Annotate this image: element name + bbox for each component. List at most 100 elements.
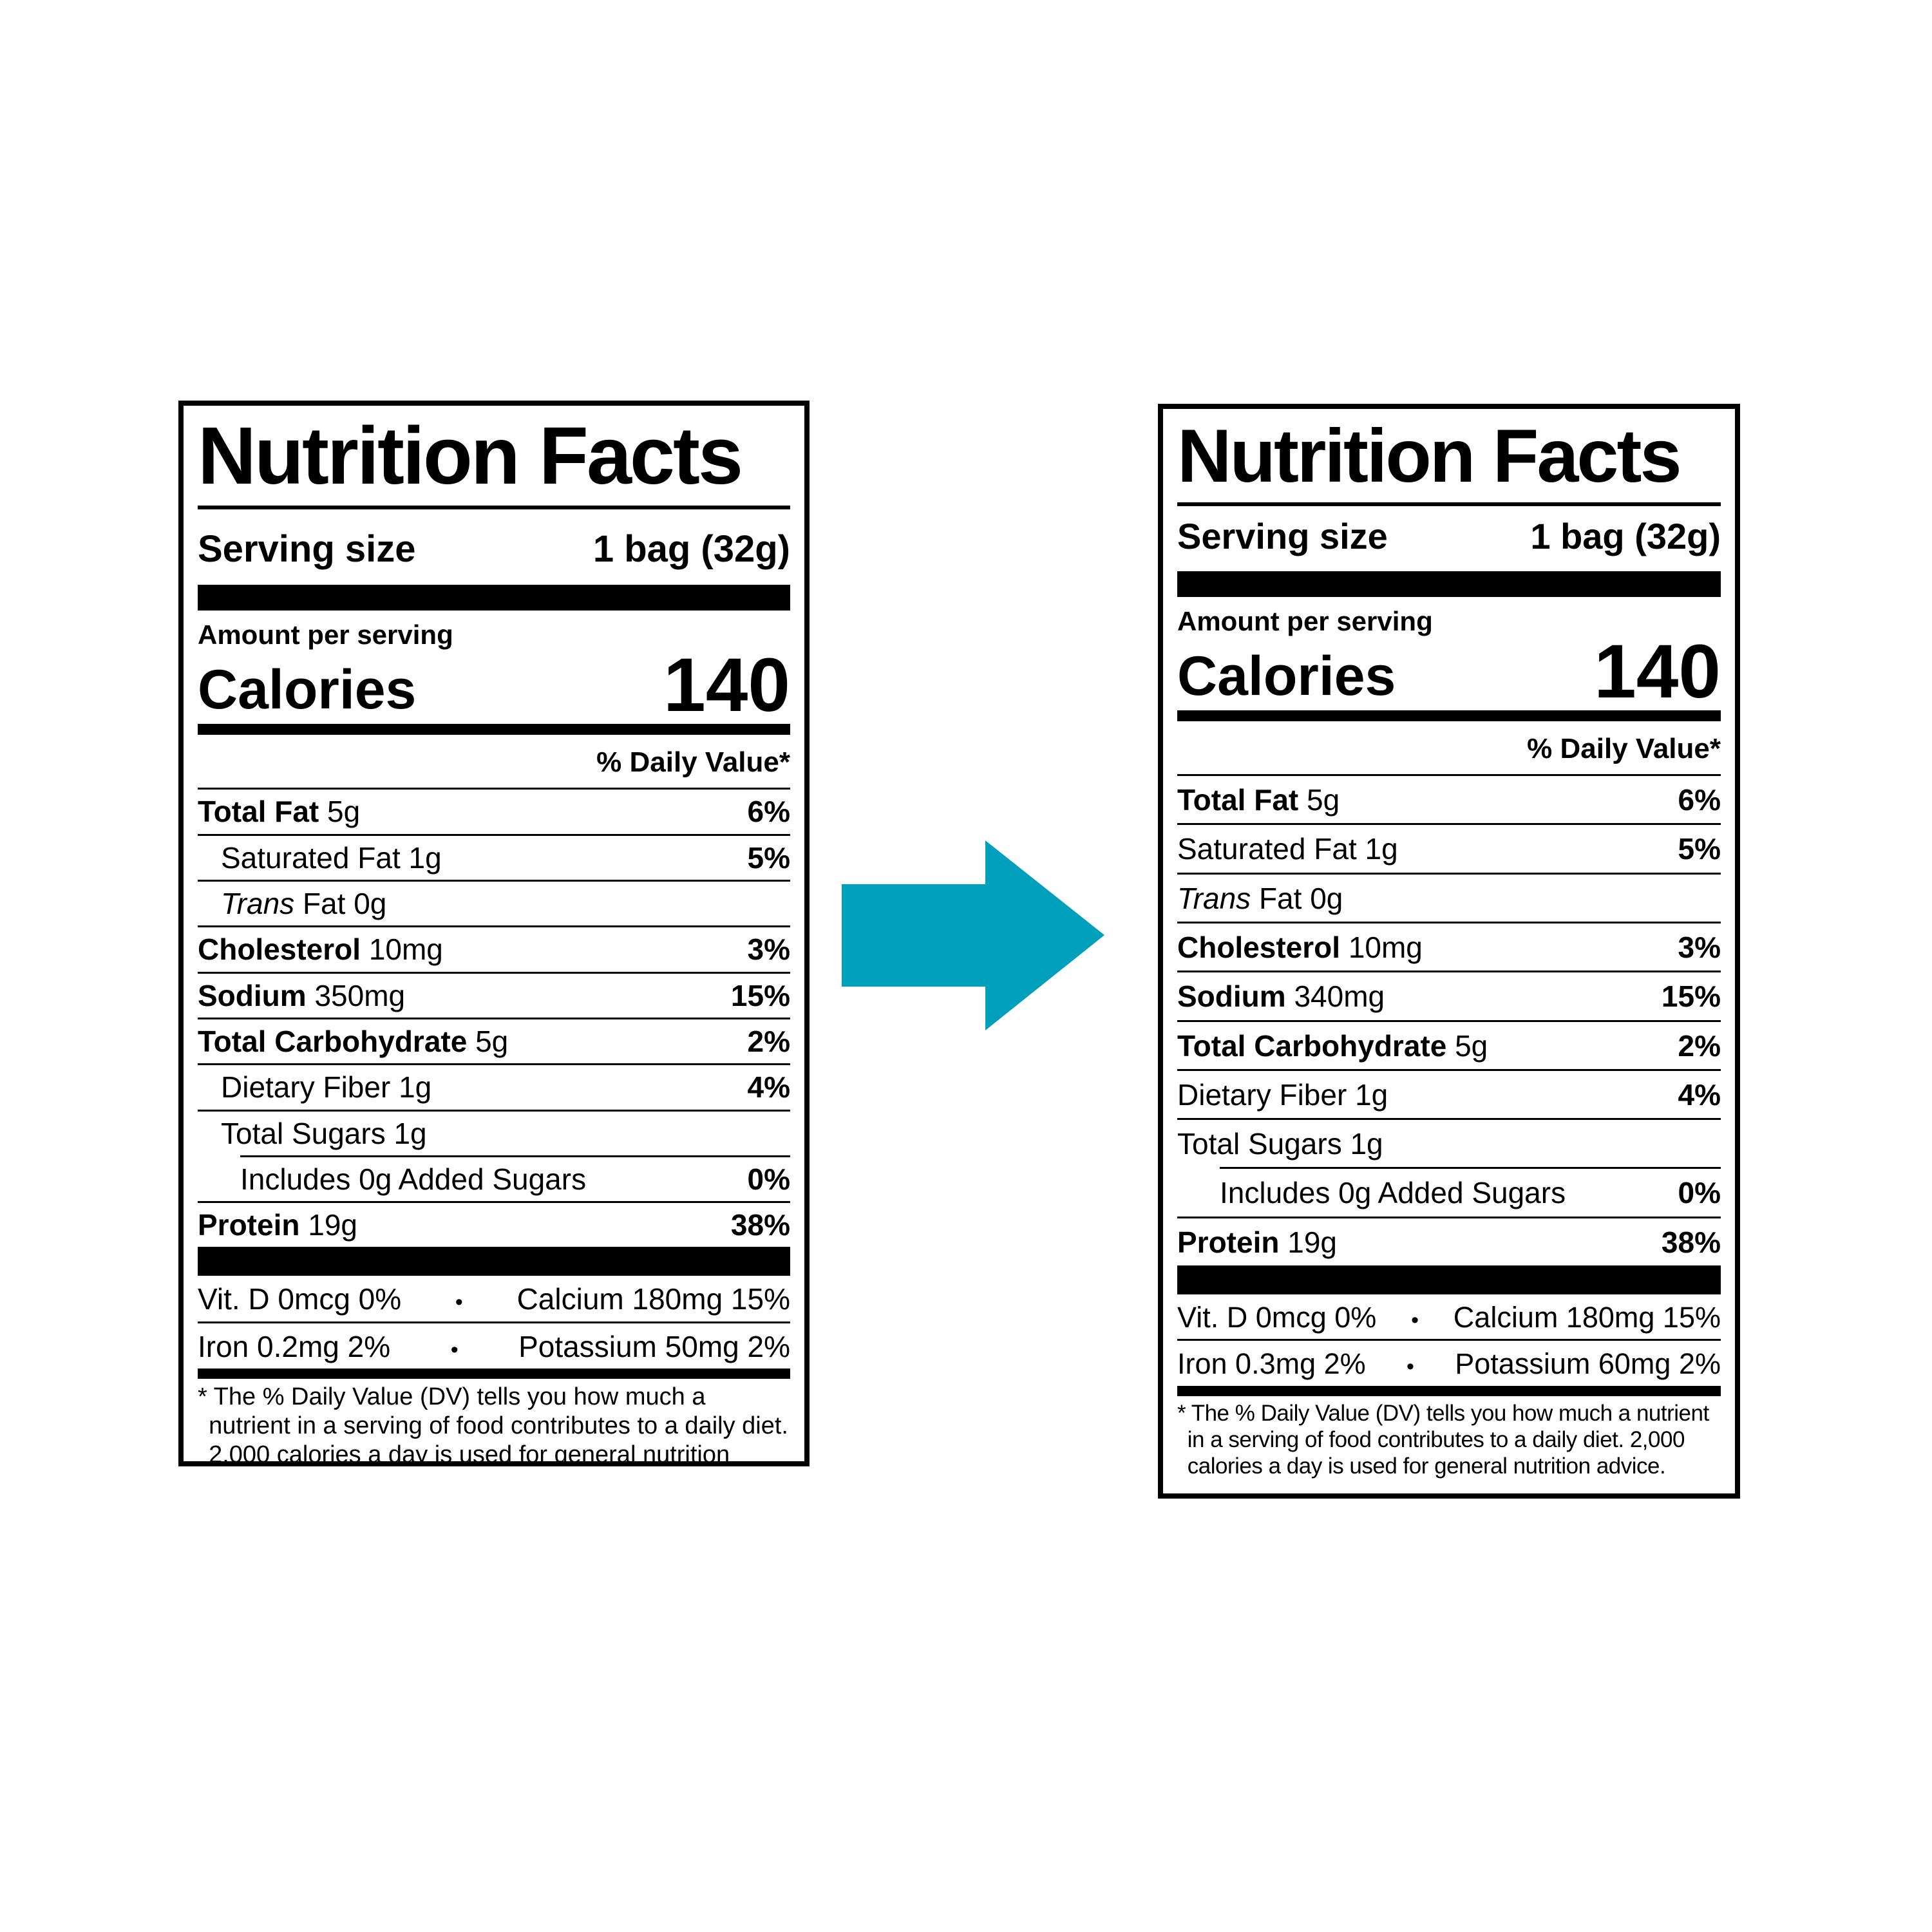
calories-row: Calories 140 bbox=[1177, 634, 1721, 710]
row-iron-potassium: Iron 0.2mg 2% • Potassium 50mg 2% bbox=[198, 1321, 790, 1368]
nutrient-text: Sodium 350mg bbox=[198, 980, 405, 1011]
row-saturated-fat: Saturated Fat 1g 5% bbox=[198, 833, 790, 880]
row-total-carbohydrate: Total Carbohydrate 5g 2% bbox=[1177, 1019, 1721, 1069]
nutrient-amount: Fat 0g bbox=[294, 887, 387, 921]
nutrient-text: Cholesterol 10mg bbox=[198, 934, 443, 965]
thick-divider-bar bbox=[198, 1247, 790, 1276]
row-protein: Protein 19g 38% bbox=[1177, 1216, 1721, 1265]
label-title: Nutrition Facts bbox=[1177, 413, 1682, 498]
daily-value: 6% bbox=[747, 795, 790, 829]
vitamin-left: Vit. D 0mcg 0% bbox=[198, 1282, 402, 1316]
serving-size-row: Serving size 1 bag (32g) bbox=[1177, 515, 1721, 557]
daily-value: 3% bbox=[1678, 930, 1721, 964]
row-added-sugars: Includes 0g Added Sugars 0% bbox=[1220, 1167, 1721, 1216]
nutrient-amount: Saturated Fat 1g bbox=[1177, 832, 1398, 866]
nutrient-amount: 350mg bbox=[306, 978, 406, 1012]
serving-size-label: Serving size bbox=[1177, 515, 1388, 556]
amount-per-serving-label: Amount per serving bbox=[198, 619, 453, 650]
row-protein: Protein 19g 38% bbox=[198, 1201, 790, 1247]
daily-value: 0% bbox=[747, 1162, 790, 1196]
nutrient-amount: Saturated Fat 1g bbox=[221, 840, 442, 875]
nutrient-amount: Total Sugars 1g bbox=[1177, 1127, 1383, 1161]
nutrient-text: Cholesterol 10mg bbox=[1177, 932, 1423, 963]
bullet-separator: • bbox=[455, 1290, 463, 1315]
vitamin-right: Calcium 180mg 15% bbox=[516, 1282, 790, 1316]
vitamin-right: Potassium 60mg 2% bbox=[1455, 1347, 1721, 1381]
nutrient-text: Trans Fat 0g bbox=[221, 888, 386, 919]
row-total-carbohydrate: Total Carbohydrate 5g 2% bbox=[198, 1017, 790, 1063]
daily-value: 2% bbox=[747, 1024, 790, 1058]
row-vitamin-d-calcium: Vit. D 0mcg 0% • Calcium 180mg 15% bbox=[198, 1276, 790, 1321]
nutrient-name: Sodium bbox=[198, 978, 307, 1012]
row-total-fat: Total Fat 5g 6% bbox=[1177, 774, 1721, 823]
daily-value: 15% bbox=[730, 978, 790, 1012]
nutrient-name: Protein bbox=[198, 1208, 300, 1242]
vitamin-left: Iron 0.3mg 2% bbox=[1177, 1347, 1366, 1381]
nutrient-amount: Includes 0g Added Sugars bbox=[1220, 1176, 1566, 1210]
medium-divider-bar bbox=[198, 724, 790, 735]
label-title: Nutrition Facts bbox=[198, 410, 743, 501]
daily-value: 4% bbox=[747, 1070, 790, 1104]
nutrient-amount: 5g bbox=[319, 795, 361, 829]
nutrient-name: Protein bbox=[1177, 1225, 1280, 1259]
nutrient-text: Includes 0g Added Sugars bbox=[240, 1164, 586, 1195]
nutrient-amount: 10mg bbox=[361, 933, 443, 967]
nutrient-amount: Dietary Fiber 1g bbox=[1177, 1077, 1388, 1112]
serving-size-value: 1 bag (32g) bbox=[592, 527, 790, 570]
daily-value: 5% bbox=[747, 840, 790, 875]
nutrient-text: Total Sugars 1g bbox=[221, 1117, 427, 1149]
nutrient-text: Saturated Fat 1g bbox=[1177, 833, 1398, 864]
row-dietary-fiber: Dietary Fiber 1g 4% bbox=[198, 1063, 790, 1109]
vitamin-right: Calcium 180mg 15% bbox=[1453, 1301, 1721, 1334]
vitamin-left: Iron 0.2mg 2% bbox=[198, 1329, 391, 1363]
nutrient-amount: 10mg bbox=[1340, 930, 1423, 964]
serving-size-label: Serving size bbox=[198, 527, 416, 570]
daily-value-header: % Daily Value* bbox=[1527, 733, 1721, 765]
row-dietary-fiber: Dietary Fiber 1g 4% bbox=[1177, 1068, 1721, 1118]
thick-divider-bar bbox=[1177, 571, 1721, 597]
nutrient-amount: 19g bbox=[1279, 1225, 1337, 1259]
nutrient-text: Total Sugars 1g bbox=[1177, 1128, 1383, 1159]
row-iron-potassium: Iron 0.3mg 2% • Potassium 60mg 2% bbox=[1177, 1339, 1721, 1385]
title-rule bbox=[1177, 502, 1721, 506]
row-total-fat: Total Fat 5g 6% bbox=[198, 788, 790, 833]
arrow-shape bbox=[842, 840, 1104, 1030]
serving-size-row: Serving size 1 bag (32g) bbox=[198, 527, 790, 571]
nutrient-text: Includes 0g Added Sugars bbox=[1220, 1177, 1566, 1208]
row-sodium: Sodium 350mg 15% bbox=[198, 971, 790, 1018]
row-total-sugars: Total Sugars 1g bbox=[198, 1109, 790, 1155]
nutrient-name: Total Fat bbox=[1177, 783, 1299, 817]
nutrient-amount: 5g bbox=[1298, 783, 1340, 817]
daily-value: 38% bbox=[730, 1208, 790, 1242]
daily-value: 2% bbox=[1678, 1028, 1721, 1063]
bullet-separator: • bbox=[1411, 1308, 1419, 1333]
nutrition-label-original: Nutrition Facts Serving size 1 bag (32g)… bbox=[178, 401, 810, 1466]
nutrient-name: Cholesterol bbox=[1177, 930, 1341, 964]
thick-divider-bar bbox=[198, 584, 790, 611]
medium-divider-bar bbox=[1177, 1385, 1721, 1396]
vitamin-right: Potassium 50mg 2% bbox=[518, 1329, 790, 1363]
nutrient-name: Total Fat bbox=[198, 795, 319, 829]
nutrient-name: Cholesterol bbox=[198, 933, 361, 967]
nutrient-text: Protein 19g bbox=[198, 1209, 357, 1240]
calories-row: Calories 140 bbox=[198, 647, 790, 723]
thick-divider-bar bbox=[1177, 1265, 1721, 1295]
row-cholesterol: Cholesterol 10mg 3% bbox=[1177, 921, 1721, 971]
nutrient-text: Total Carbohydrate 5g bbox=[1177, 1030, 1488, 1061]
bullet-separator: • bbox=[450, 1337, 459, 1362]
row-total-sugars: Total Sugars 1g bbox=[1177, 1118, 1721, 1167]
calories-label: Calories bbox=[1177, 645, 1396, 708]
nutrient-text: Saturated Fat 1g bbox=[221, 842, 442, 873]
row-vitamin-d-calcium: Vit. D 0mcg 0% • Calcium 180mg 15% bbox=[1177, 1294, 1721, 1339]
row-cholesterol: Cholesterol 10mg 3% bbox=[198, 925, 790, 971]
row-trans-fat: Trans Fat 0g bbox=[1177, 872, 1721, 922]
title-rule bbox=[198, 505, 790, 509]
nutrient-name: Sodium bbox=[1177, 980, 1286, 1014]
row-added-sugars: Includes 0g Added Sugars 0% bbox=[240, 1155, 790, 1201]
nutrient-amount: 19g bbox=[299, 1208, 357, 1242]
transform-arrow-icon bbox=[842, 840, 1104, 1030]
nutrient-amount: 5g bbox=[1446, 1028, 1488, 1063]
nutrient-name: Total Carbohydrate bbox=[198, 1024, 468, 1058]
daily-value: 6% bbox=[1678, 783, 1721, 817]
